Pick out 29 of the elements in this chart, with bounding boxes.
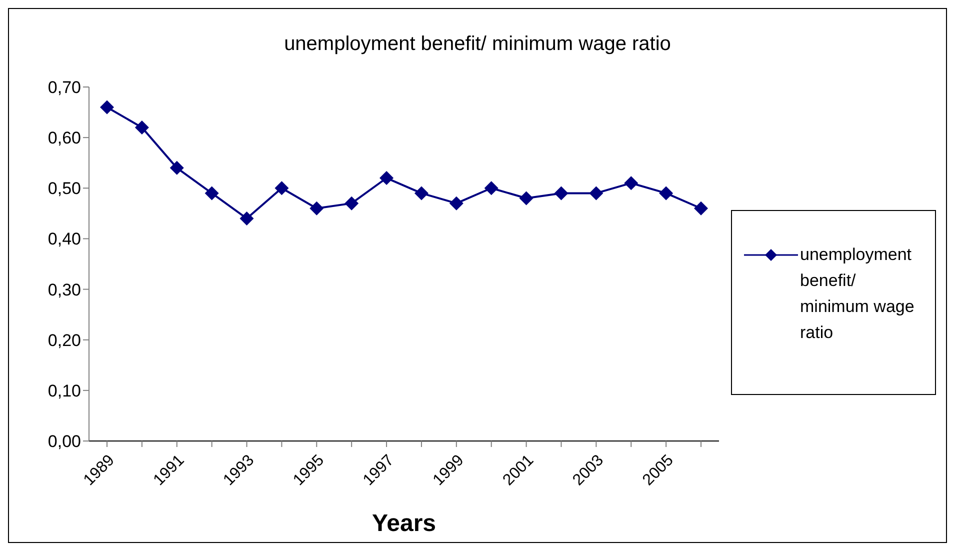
- point: [519, 191, 534, 206]
- y-tick-label: 0,10: [48, 381, 81, 400]
- point: [380, 171, 394, 186]
- point: [449, 196, 464, 210]
- y-tick-label: 0,30: [48, 280, 81, 300]
- point: [484, 181, 498, 196]
- point: [100, 100, 114, 114]
- point: [694, 201, 708, 216]
- point: [659, 186, 674, 200]
- y-tick-label: 0,60: [48, 128, 81, 148]
- x-axis-title: Years: [372, 510, 436, 537]
- y-tick-label: 0,40: [48, 230, 81, 249]
- y-tick-label: 0,50: [48, 179, 81, 198]
- point: [274, 181, 289, 196]
- point: [204, 186, 219, 200]
- y-tick-label: 0,70: [48, 78, 81, 98]
- legend-label: unemployment benefit/ minimum wage ratio: [800, 244, 916, 344]
- point: [344, 196, 359, 210]
- chart-title: unemployment benefit/ minimum wage ratio: [283, 33, 672, 57]
- y-tick-label: 0,20: [48, 330, 81, 350]
- y-tick-label: 0,00: [48, 432, 81, 452]
- point: [589, 186, 604, 200]
- point: [134, 120, 149, 134]
- point: [310, 201, 324, 216]
- point: [240, 211, 254, 226]
- point: [170, 160, 184, 175]
- point: [624, 176, 638, 190]
- point: [554, 186, 568, 200]
- point: [414, 186, 428, 200]
